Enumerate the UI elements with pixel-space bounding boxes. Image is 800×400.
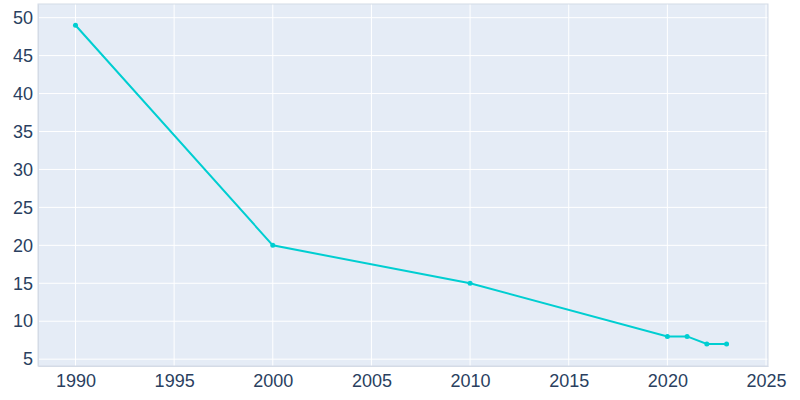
grid-line xyxy=(174,4,175,366)
point xyxy=(73,23,78,28)
axis-line xyxy=(38,5,39,367)
grid-line xyxy=(470,4,471,366)
tick-label: 40 xyxy=(13,84,33,104)
tick-label: 20 xyxy=(13,236,33,256)
tick: 10 xyxy=(13,311,38,331)
grid-line xyxy=(38,17,768,18)
tick-label: 2000 xyxy=(253,371,293,391)
tick: 15 xyxy=(13,274,38,294)
marks xyxy=(73,23,729,347)
grid-line xyxy=(38,245,768,246)
point xyxy=(704,341,709,346)
tick: 35 xyxy=(13,122,38,142)
tick-label: 2025 xyxy=(747,371,787,391)
tick-label: 5 xyxy=(23,349,33,369)
plot: 1990199520002005201020152020202551015202… xyxy=(13,4,787,391)
tick-label: 35 xyxy=(13,122,33,142)
tick-label: 1995 xyxy=(155,371,195,391)
tick-label: 10 xyxy=(13,311,33,331)
tick: 40 xyxy=(13,84,38,104)
grid-line xyxy=(38,283,768,284)
grid-line xyxy=(38,93,768,94)
point xyxy=(685,334,690,339)
x-axis: 1990 1995 2000 2005 2010 2015 2020 2025 xyxy=(39,366,787,391)
tick: 1990 xyxy=(56,366,96,391)
tick: 30 xyxy=(13,160,38,180)
grid xyxy=(38,4,768,366)
tick-label: 2010 xyxy=(451,371,491,391)
tick-label: 30 xyxy=(13,160,33,180)
tick-label: 2020 xyxy=(648,371,688,391)
grid-line xyxy=(667,4,668,366)
tick: 2010 xyxy=(451,366,491,391)
grid-line xyxy=(371,4,372,366)
tick: 2020 xyxy=(648,366,688,391)
tick-label: 2015 xyxy=(549,371,589,391)
grid-line xyxy=(38,359,768,360)
tick: 50 xyxy=(13,8,38,28)
grid-line xyxy=(272,4,273,366)
tick: 45 xyxy=(13,46,38,66)
grid-line xyxy=(38,207,768,208)
point xyxy=(468,281,473,286)
grid-line xyxy=(38,169,768,170)
grid-line xyxy=(38,55,768,56)
grid-line xyxy=(38,131,768,132)
tick-label: 50 xyxy=(13,8,33,28)
grid-line xyxy=(766,4,767,366)
tick: 1995 xyxy=(155,366,195,391)
tick-label: 2005 xyxy=(352,371,392,391)
tick: 2000 xyxy=(253,366,293,391)
point xyxy=(665,334,670,339)
tick-label: 25 xyxy=(13,198,33,218)
tick: 2025 xyxy=(747,366,787,391)
tick: 20 xyxy=(13,236,38,256)
grid-line xyxy=(568,4,569,366)
plot-background xyxy=(38,4,768,366)
grid-line xyxy=(75,4,76,366)
tick: 5 xyxy=(23,349,38,369)
line xyxy=(75,25,726,344)
y-axis: 5 10 15 20 25 30 35 40 45 50 xyxy=(13,5,39,370)
tick-label: 45 xyxy=(13,46,33,66)
plot-frame xyxy=(38,4,768,366)
grid-line xyxy=(38,321,768,322)
axis-line xyxy=(39,366,769,367)
tick: 25 xyxy=(13,198,38,218)
tick-label: 1990 xyxy=(56,371,96,391)
point xyxy=(270,243,275,248)
point xyxy=(724,341,729,346)
tick: 2015 xyxy=(549,366,589,391)
tick: 2005 xyxy=(352,366,392,391)
tick-label: 15 xyxy=(13,274,33,294)
chart: 1990199520002005201020152020202551015202… xyxy=(0,0,800,400)
